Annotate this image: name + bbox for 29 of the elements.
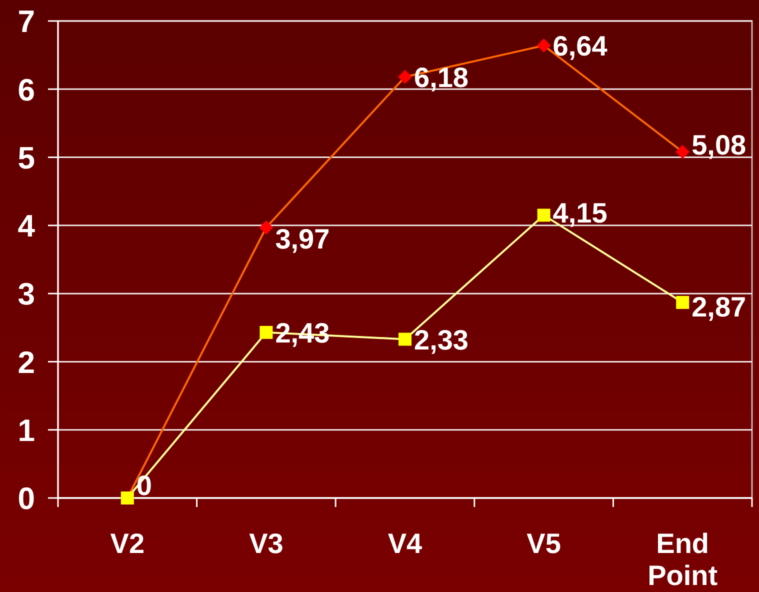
y-tick-label: 4 <box>18 208 36 244</box>
data-label: 2,87 <box>692 292 746 323</box>
data-label: 6,64 <box>552 30 608 62</box>
point <box>537 208 550 222</box>
point <box>676 296 690 309</box>
point <box>536 38 551 53</box>
data-label: 5,08 <box>692 129 746 160</box>
point <box>259 220 274 234</box>
y-tick-label: 5 <box>18 140 35 176</box>
point <box>676 144 690 159</box>
y-tick-label: 1 <box>18 413 35 448</box>
data-label: 2,33 <box>414 324 468 356</box>
y-tick-label: 2 <box>18 344 35 380</box>
y-tick-label: 3 <box>18 276 35 312</box>
data-label: 3,97 <box>275 224 330 255</box>
data-label: 0 <box>136 470 152 502</box>
x-tick-label: V5 <box>526 528 561 559</box>
y-tick-label: 0 <box>18 481 35 516</box>
point <box>398 332 412 346</box>
data-label: 6,18 <box>414 62 468 93</box>
x-tick-label: End Point <box>648 528 718 591</box>
y-tick-label: 6 <box>18 72 35 108</box>
x-tick-label: V2 <box>110 528 145 559</box>
x-tick-label: V3 <box>249 528 284 559</box>
x-tick-label: V4 <box>388 528 423 559</box>
data-label: 4,15 <box>552 198 608 229</box>
point <box>260 326 273 339</box>
point <box>398 70 412 84</box>
y-tick-label: 7 <box>18 4 35 40</box>
